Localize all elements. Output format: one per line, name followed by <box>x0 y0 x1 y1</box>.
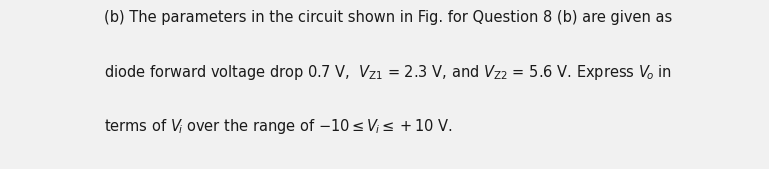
Text: diode forward voltage drop 0.7 V,  $V_{\mathrm{Z1}}$ = 2.3 V, and $V_{\mathrm{Z2: diode forward voltage drop 0.7 V, $V_{\m… <box>104 63 672 82</box>
Text: (b) The parameters in the circuit shown in Fig. for Question 8 (b) are given as: (b) The parameters in the circuit shown … <box>104 10 672 25</box>
Text: terms of $V_{\!i}$ over the range of $-10 \leq V_{\!i} \leq +10$ V.: terms of $V_{\!i}$ over the range of $-1… <box>104 117 453 136</box>
